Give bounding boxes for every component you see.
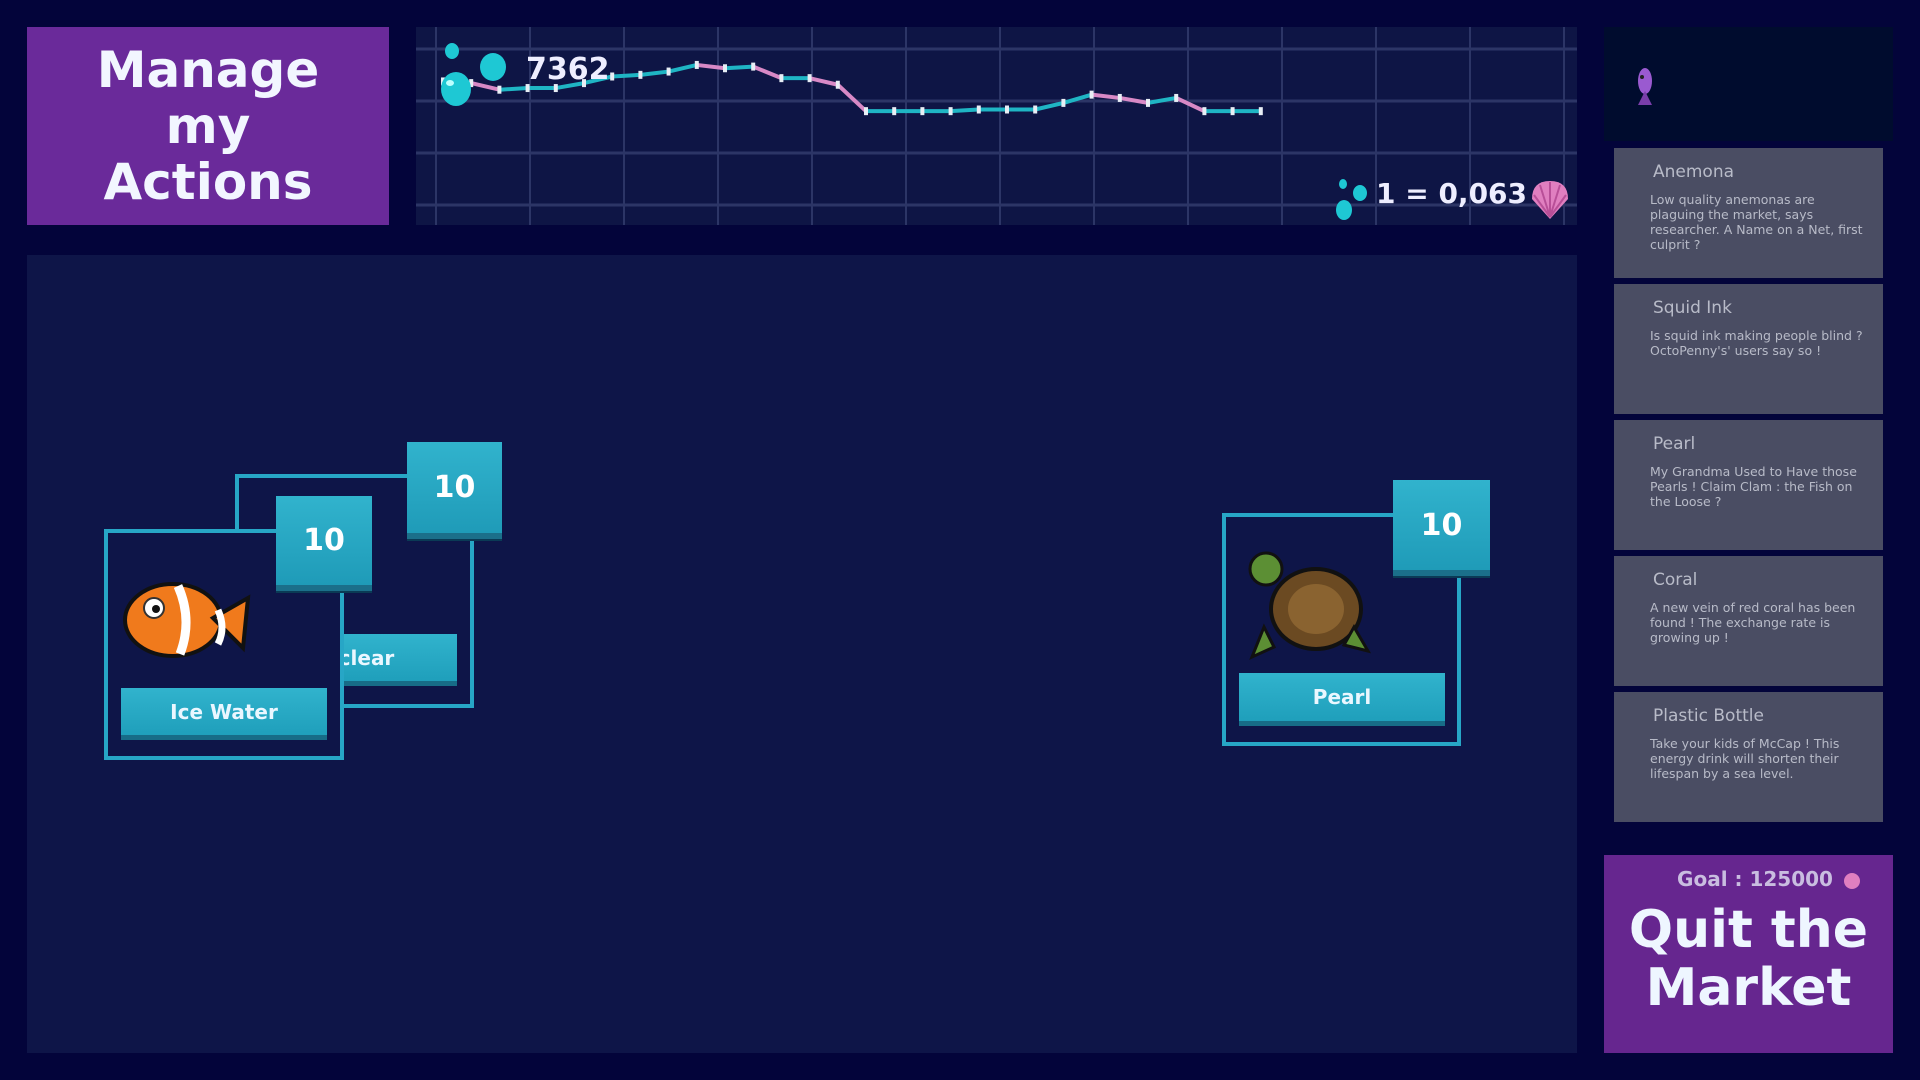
line-segment [640,69,669,77]
fish-trophy-icon [1634,65,1656,117]
news-title: Plastic Bottle [1653,706,1764,726]
line-segment [1062,92,1093,105]
data-point [666,67,671,76]
price-chart [416,27,1577,225]
news-item: Plastic Bottle Take your kids of McCap ! … [1614,692,1883,822]
data-point [1117,93,1122,102]
data-point [638,70,643,79]
news-title: Squid Ink [1653,298,1732,318]
news-body: Low quality anemonas are plaguing the ma… [1650,192,1863,252]
data-point [553,84,558,93]
data-point [1202,107,1207,116]
news-item: Pearl My Grandma Used to Have those Pearl… [1614,420,1883,550]
data-point [1061,98,1066,107]
card-name-button[interactable]: Pearl [1239,673,1445,726]
rate-value: 0,063 [1438,177,1528,210]
data-point [948,107,953,116]
data-point [525,84,530,93]
rate-unit: 1 = [1376,177,1429,210]
data-point [469,79,474,88]
data-point [1005,105,1009,114]
bubbles-icon [438,39,508,113]
data-point [835,80,840,89]
card-count-badge: 10 [276,496,372,591]
manage-actions-button[interactable]: Manage my Actions [27,27,389,225]
news-body: A new vein of red coral has been found !… [1650,600,1856,645]
goal-label: Goal : 125000 [1677,867,1833,891]
data-point [1174,93,1179,102]
news-body: Is squid ink making people blind ? OctoP… [1650,328,1863,358]
news-title: Anemona [1653,162,1735,182]
line-segment [612,72,641,79]
line-segment [809,76,839,87]
quit-market-label: Quit the Market [1628,900,1869,1018]
data-point [976,105,981,114]
balance-value: 7362 [526,52,610,87]
data-point [582,79,586,88]
news-title: Pearl [1653,434,1696,454]
data-point [723,64,727,73]
data-point [497,85,502,94]
bubbles-icon [1334,177,1368,225]
data-point [779,74,784,83]
line-segment [724,64,754,71]
turtle-icon [1244,547,1374,666]
news-header [1604,27,1893,141]
line-segment [1091,92,1121,100]
manage-actions-label: Manage my Actions [96,41,320,211]
news-item: Anemona Low quality anemonas are plaguing… [1614,148,1883,278]
line-segment [583,74,613,86]
line-segment [470,81,500,92]
news-item: Squid Ink Is squid ink making people blin… [1614,284,1883,414]
news-title: Coral [1653,570,1698,590]
line-segment [1175,96,1206,113]
data-point [610,72,615,81]
news-body: Take your kids of McCap ! This energy dr… [1650,736,1840,781]
data-point [807,74,812,83]
action-card-pearl[interactable]: Pearl [1222,513,1461,746]
data-point [1146,98,1150,107]
market-chart-panel: 7362 1 = 0,063 [416,27,1577,225]
card-count-badge: 10 [407,442,502,539]
line-segment [1119,95,1149,105]
data-point [1258,107,1263,116]
line-segment [668,63,698,74]
shell-icon [1528,177,1572,225]
card-count-badge: 10 [1393,480,1490,576]
data-point [920,107,925,116]
line-segment [950,107,979,114]
data-point [1033,105,1038,114]
shell-icon [1843,872,1860,889]
line-segment [1034,100,1064,112]
data-point [694,60,699,69]
line-segment [836,83,868,113]
line-segment [499,86,528,92]
data-point [751,62,756,71]
quit-market-button[interactable]: Goal : 125000 Quit the Market [1604,855,1893,1053]
line-segment [1147,95,1177,105]
data-point [1089,90,1094,99]
news-body: My Grandma Used to Have those Pearls ! C… [1650,464,1857,509]
news-item: Coral A new vein of red coral has been fo… [1614,556,1883,686]
line-segment [696,62,726,71]
clownfish-icon [118,568,258,672]
data-point [864,107,868,116]
line-segment [555,81,585,91]
data-point [1230,107,1235,116]
data-point [892,107,897,116]
card-name-button[interactable]: Ice Water [121,688,327,740]
line-segment [752,64,783,81]
